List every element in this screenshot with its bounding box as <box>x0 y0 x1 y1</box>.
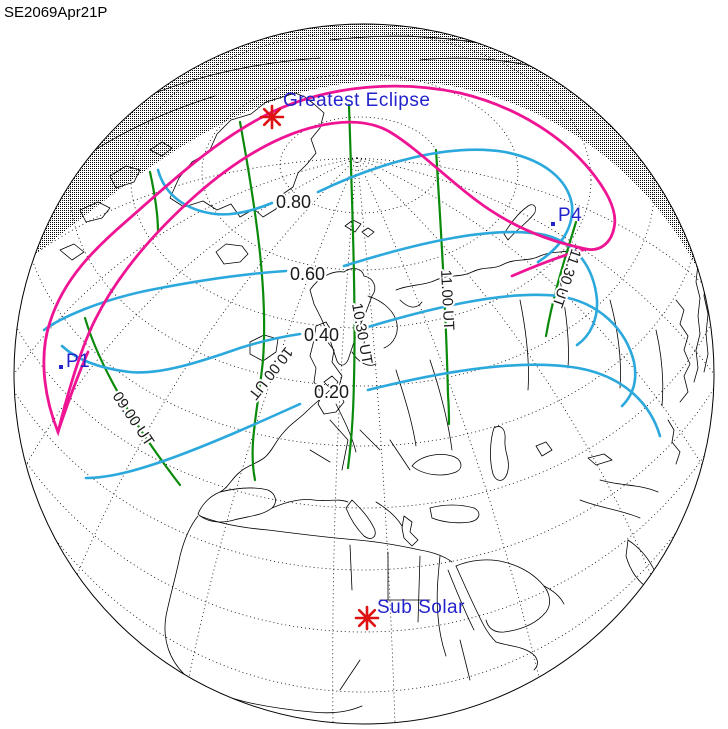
contour-020-right <box>366 363 662 438</box>
sub-solar-label: Sub Solar <box>377 597 465 618</box>
time-label-1100: 11.00 UT <box>437 269 457 330</box>
red-markers <box>259 104 380 631</box>
p1-label: P1 <box>66 351 90 372</box>
blue-labels: Greatest Eclipse Sub Solar P1 P4 <box>59 90 582 618</box>
night-shading <box>35 24 699 272</box>
eclipse-limit-curve <box>42 84 617 437</box>
time-line-1000 <box>238 120 266 482</box>
contour-label-060: 0.60 <box>290 264 325 284</box>
page-title: SE2069Apr21P <box>4 4 107 21</box>
globe-disk <box>14 24 714 724</box>
greatest-eclipse-marker-icon <box>259 104 285 130</box>
contour-label-040: 0.40 <box>304 325 339 345</box>
contour-080-right <box>316 148 574 264</box>
time-line-extra <box>148 170 160 234</box>
contour-labels: 0.80 0.60 0.40 0.20 <box>274 190 351 404</box>
time-line-1130 <box>544 220 578 338</box>
greatest-eclipse-label: Greatest Eclipse <box>283 90 430 111</box>
contour-label-020: 0.20 <box>314 382 349 402</box>
contour-040-right <box>356 293 637 408</box>
sunrise-sunset-branch <box>56 247 588 434</box>
p4-label: P4 <box>558 205 582 226</box>
penumbral-limit-loop <box>42 84 617 437</box>
globe-outline <box>13 23 715 725</box>
contour-label-080: 0.80 <box>276 192 311 212</box>
time-lines <box>83 103 578 487</box>
time-line-1030 <box>346 103 356 470</box>
contour-040-left <box>60 332 302 374</box>
p4-point-dot <box>551 222 555 226</box>
time-line-1100 <box>434 148 451 426</box>
contour-020-left <box>84 402 302 480</box>
sub-solar-marker-icon <box>354 605 380 631</box>
p1-point-dot <box>59 365 63 369</box>
contour-060-left <box>42 269 288 332</box>
magnitude-contours <box>42 148 662 480</box>
contour-060-right <box>342 230 599 347</box>
